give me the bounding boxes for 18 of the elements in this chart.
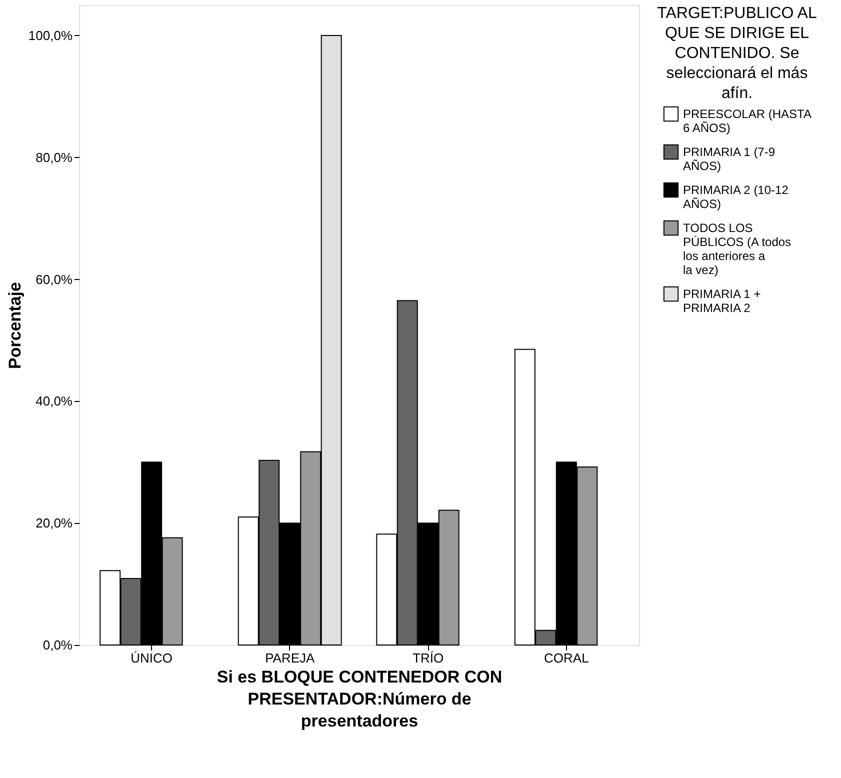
x-tick-label: PAREJA (265, 650, 315, 666)
legend-title: TARGET:PUBLICO AL QUE SE DIRIGE EL CONTENIDO. Se seleccionará el más afín. (657, 5, 817, 102)
y-tick-label: 0,0% (42, 638, 73, 652)
legend-label: PRIMARIA 1 + PRIMARIA 2 (683, 287, 761, 315)
y-tick-label: 40,0% (36, 394, 73, 409)
legend-label: PRIMARIA 1 (7-9 AÑOS) (683, 145, 776, 173)
x-tick-label: TRÍO (412, 650, 444, 666)
legend-label: PREESCOLAR (HASTA 6 AÑOS) (683, 107, 812, 135)
y-tick-label: 100,0% (28, 28, 73, 43)
x-tick-label: ÚNICO (130, 650, 173, 666)
y-tick-label: 80,0% (36, 150, 73, 165)
legend-label: TODOS LOS PÚBLICOS (A todos los anteriores a la vez) (683, 221, 792, 277)
y-tick-label: 60,0% (36, 272, 73, 287)
legend-label: PRIMARIA 2 (10-12 AÑOS) (683, 183, 789, 211)
y-tick-label: 20,0% (36, 516, 73, 531)
x-axis-title: Si es BLOQUE CONTENEDOR CON PRESENTADOR:Número de presentadores (216, 668, 502, 730)
x-tick-label: CORAL (544, 650, 589, 666)
y-axis-title: Porcentaje (5, 282, 24, 369)
